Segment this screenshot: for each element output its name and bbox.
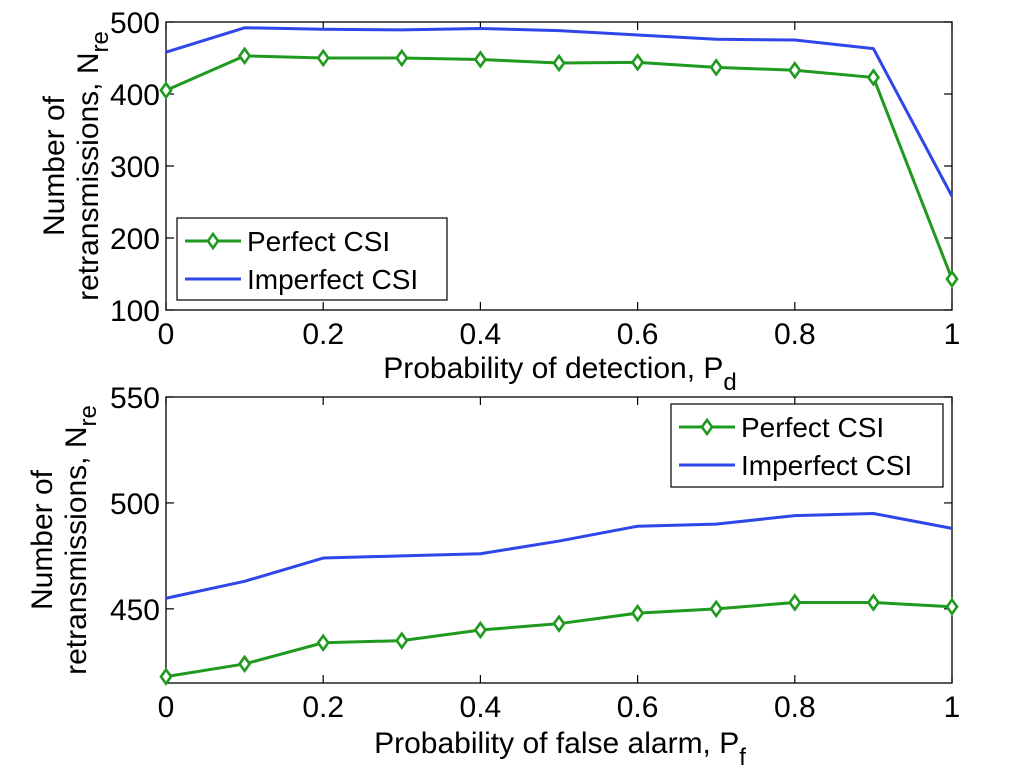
y-axis-label-line1: Number of [26, 469, 59, 610]
y-axis-label: Number of retransmissions, Nre [26, 405, 102, 675]
legend-box [670, 403, 944, 488]
data-point [316, 633, 330, 652]
data-point [630, 53, 645, 72]
data-point [159, 81, 173, 100]
legend-marker [206, 231, 220, 251]
y-axis-label-subscript: re [87, 31, 114, 52]
x-axis-label-subscript: f [739, 744, 746, 771]
x-axis-label-text: Probability of detection, P [383, 352, 723, 385]
x-axis-label: Probability of false alarm, Pf [374, 727, 746, 771]
legend-box [176, 217, 448, 301]
data-point [945, 269, 959, 289]
x-tick-label: 0 [158, 318, 175, 351]
x-tick-label: 0.6 [617, 691, 659, 724]
x-tick-label: 0.4 [460, 691, 502, 724]
x-tick-label: 0.4 [460, 318, 502, 351]
x-tick-label: 0.8 [774, 691, 816, 724]
data-point [709, 599, 723, 619]
x-tick-label: 0.2 [302, 318, 344, 351]
data-point [866, 68, 881, 87]
chart-2: 0 0.2 0.4 0.6 0.8 1 450 500 550 Perfect CSI Imperf… [26, 382, 960, 771]
series-line-imperfect-csi [165, 512, 953, 600]
data-point [473, 50, 488, 69]
y-tick-label: 500 [110, 7, 160, 40]
data-point [709, 58, 723, 77]
x-tick-label: 1 [944, 691, 961, 724]
data-point [630, 603, 645, 623]
x-tick-label: 0.8 [774, 318, 816, 351]
x-tick-label: 0.2 [302, 691, 344, 724]
legend: Perfect CSI Imperfect CSI [670, 403, 944, 488]
data-point [945, 597, 959, 616]
legend-label: Imperfect CSI [741, 450, 912, 481]
y-tick-label: 200 [110, 223, 160, 256]
data-point [316, 48, 330, 68]
data-point [159, 667, 173, 686]
legend-label: Imperfect CSI [247, 264, 418, 295]
data-point [788, 61, 802, 80]
data-point [866, 593, 881, 612]
x-axis-label: Probability of detection, Pd [383, 352, 737, 396]
x-axis-label-text: Probability of false alarm, P [374, 727, 739, 760]
y-tick-label: 400 [110, 79, 160, 112]
x-axis-label-subscript: d [723, 369, 736, 396]
y-axis-label-subscript: re [75, 405, 102, 426]
x-tick-label: 1 [944, 318, 961, 351]
data-point [552, 614, 566, 633]
data-point [237, 46, 252, 66]
legend-label: Perfect CSI [741, 412, 884, 443]
y-tick-label: 100 [110, 295, 160, 328]
data-point [473, 620, 488, 640]
y-axis-label-text: retransmissions, N [60, 426, 93, 674]
legend: Perfect CSI Imperfect CSI [176, 217, 448, 301]
y-tick-label: 500 [110, 488, 160, 521]
series-line-imperfect-csi [165, 26, 954, 197]
y-tick-label: 550 [110, 382, 160, 415]
data-point [552, 53, 566, 73]
data-point [788, 593, 802, 612]
chart-1: 0 0.2 0.4 0.6 0.8 1 100 200 300 400 500 Perfect CSI… [38, 7, 960, 396]
legend-label: Perfect CSI [247, 226, 390, 257]
y-tick-label: 300 [110, 151, 160, 184]
y-axis-label-line2: retransmissions, Nre [60, 405, 102, 675]
data-point [237, 654, 252, 674]
y-axis-label-text: retransmissions, N [72, 52, 105, 300]
x-tick-label: 0.6 [617, 318, 659, 351]
y-axis-label-line1: Number of [38, 95, 71, 236]
y-axis-label-line2: retransmissions, Nre [72, 31, 114, 301]
x-tick-label: 0 [158, 691, 175, 724]
y-axis-label: Number of retransmissions, Nre [38, 31, 114, 301]
legend-marker [700, 417, 714, 437]
data-point [395, 48, 409, 68]
data-point [395, 631, 409, 650]
y-tick-label: 450 [110, 594, 160, 627]
